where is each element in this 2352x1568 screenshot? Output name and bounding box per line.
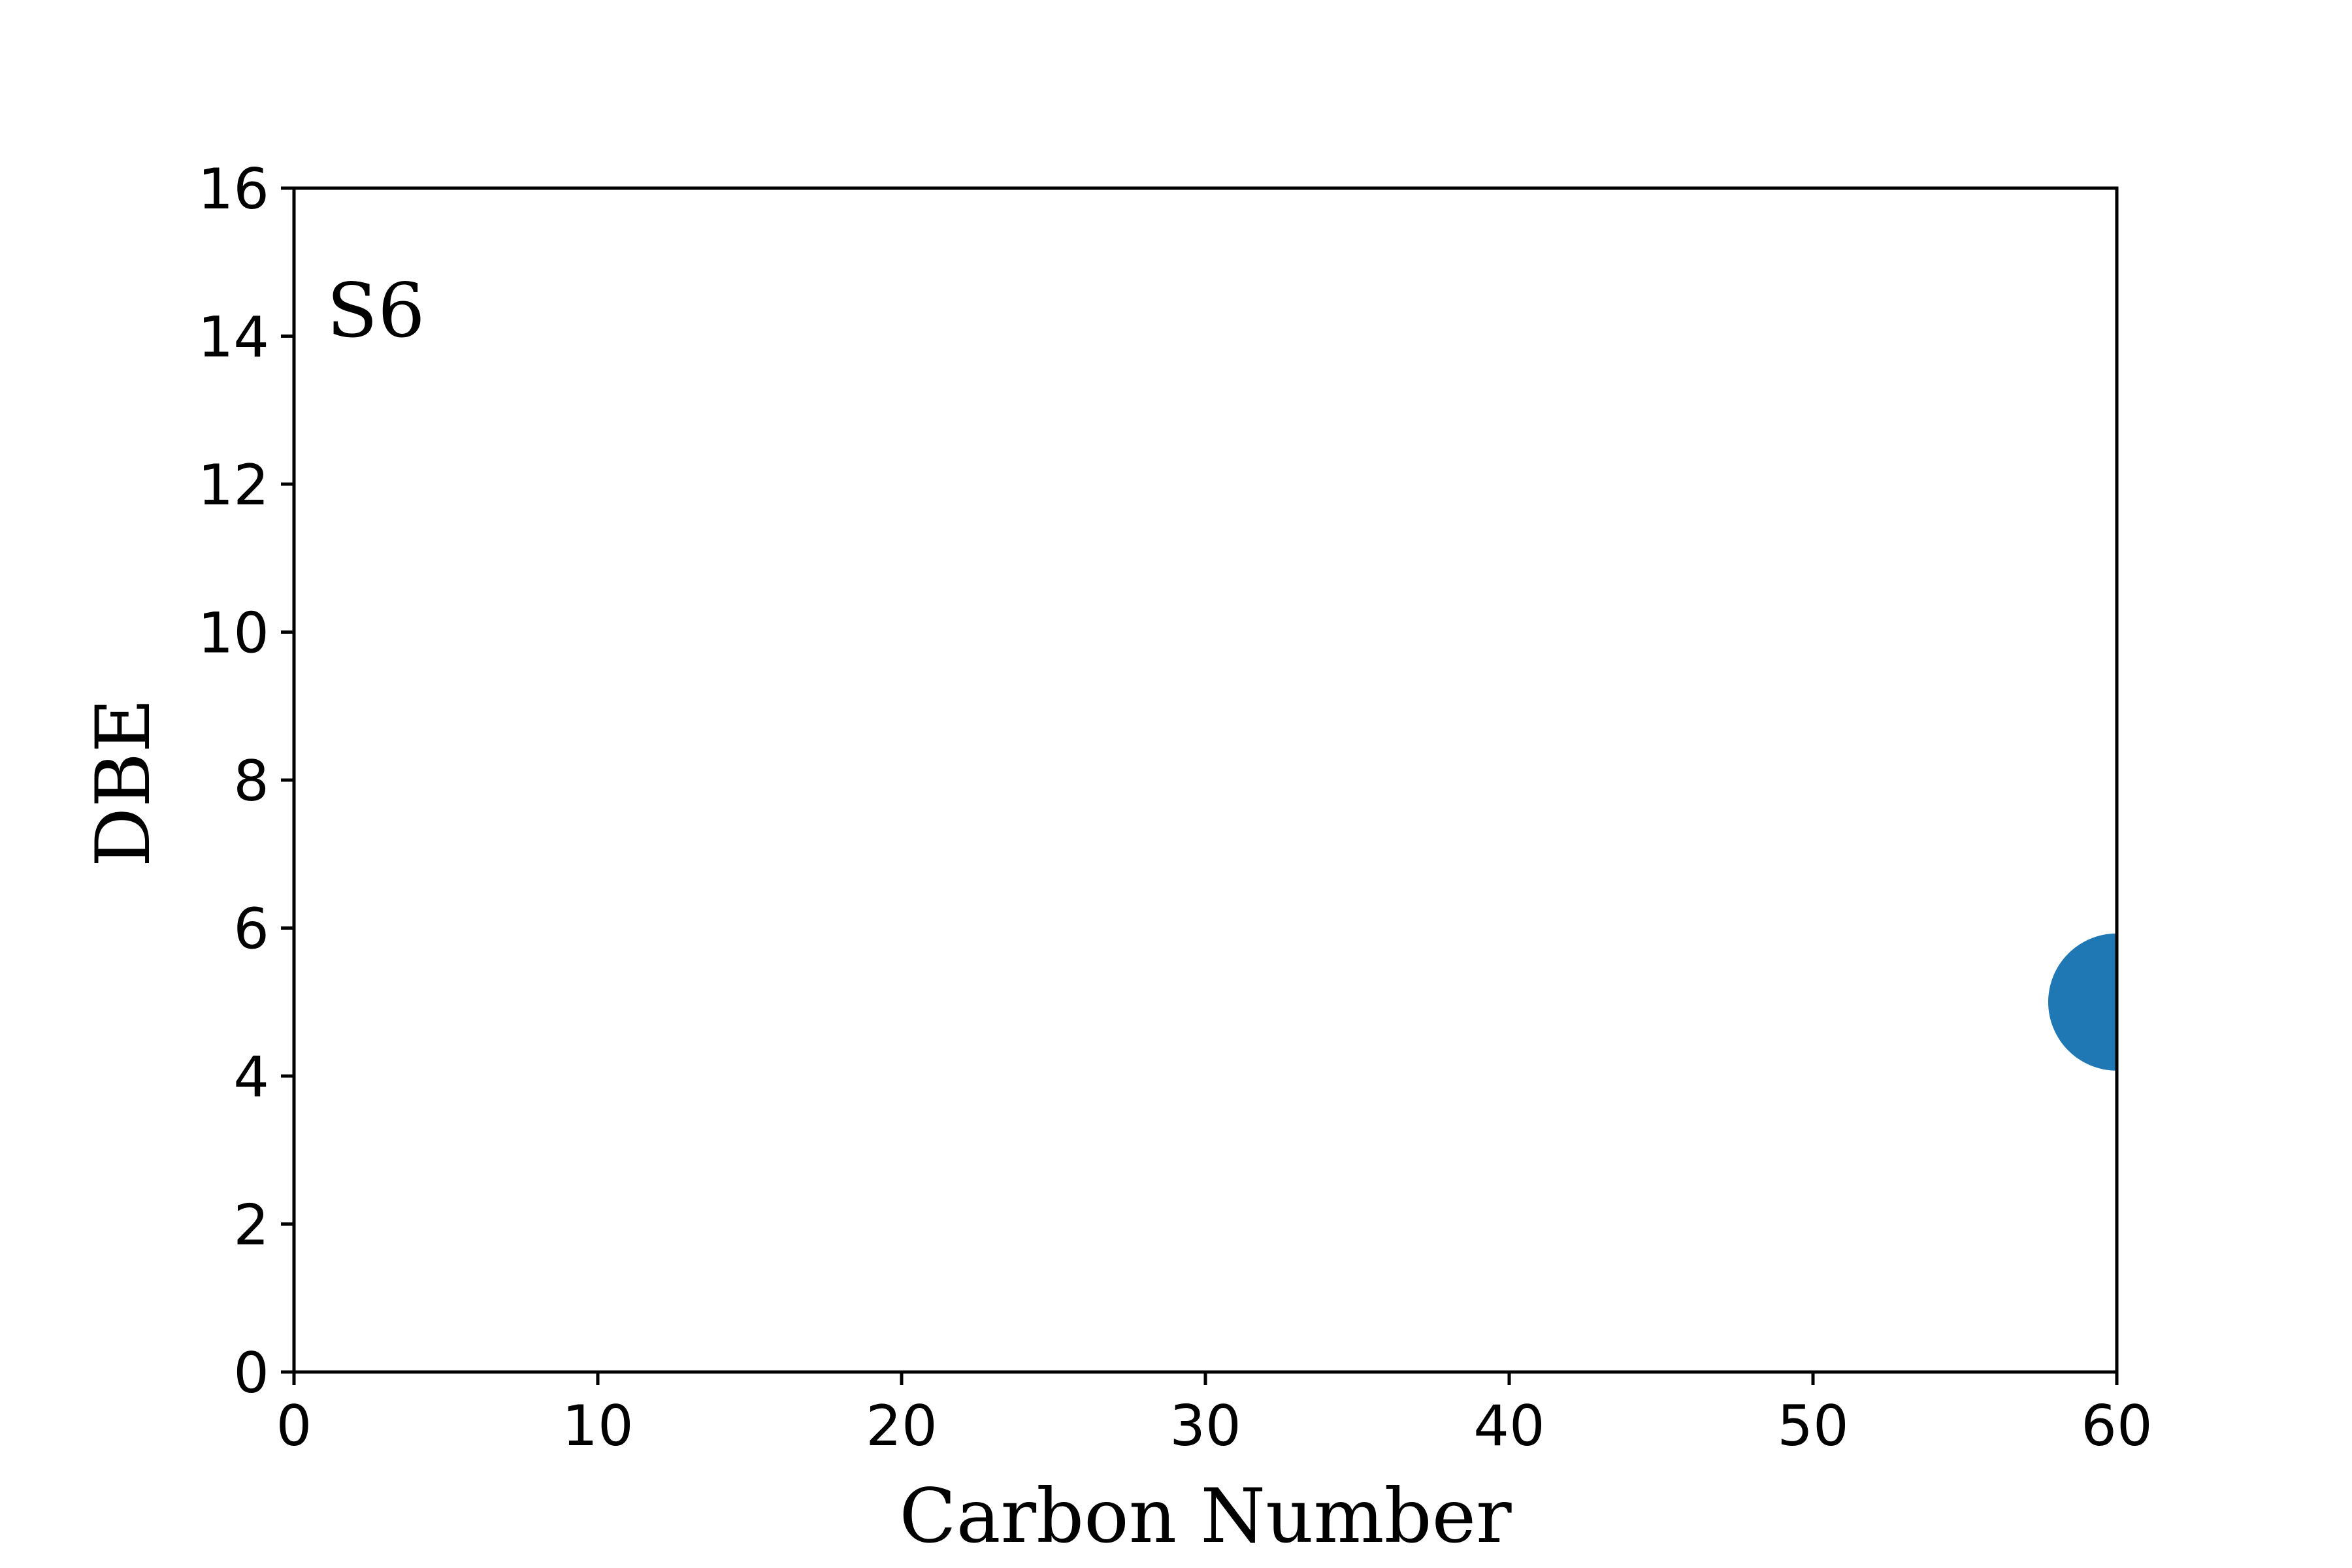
x-tick-label: 10	[562, 1394, 633, 1459]
y-axis-title: DBE	[80, 698, 167, 867]
x-tick-label: 0	[276, 1394, 312, 1459]
x-tick-label: 40	[1473, 1394, 1544, 1459]
x-axis: 0 10 20 30 40 50 60	[276, 1372, 2153, 1459]
y-tick-label: 14	[198, 305, 269, 370]
y-tick-label: 4	[233, 1045, 269, 1110]
x-tick-label: 30	[1169, 1394, 1241, 1459]
y-tick-label: 0	[233, 1341, 269, 1406]
scatter-point	[2048, 933, 2117, 1071]
y-tick-label: 10	[198, 601, 269, 666]
data-marks	[2048, 933, 2117, 1071]
y-tick-label: 12	[198, 453, 269, 518]
x-tick-label: 50	[1777, 1394, 1848, 1459]
y-tick-label: 6	[233, 897, 269, 962]
y-tick-label: 2	[233, 1193, 269, 1258]
plot-frame	[292, 186, 2119, 1374]
y-axis: 0 2 4 6 8 10 12 14 16	[198, 157, 294, 1406]
y-tick-label: 16	[198, 157, 269, 222]
x-tick-label: 60	[2081, 1394, 2152, 1459]
panel-label: S6	[327, 267, 425, 354]
x-tick-label: 20	[866, 1394, 937, 1459]
y-tick-label: 8	[233, 749, 269, 814]
x-axis-title: Carbon Number	[899, 1473, 1512, 1560]
